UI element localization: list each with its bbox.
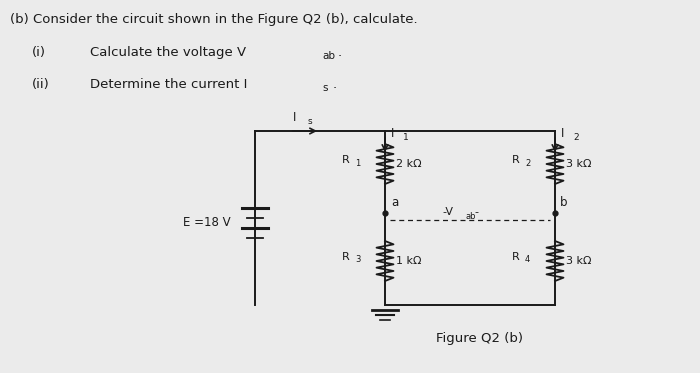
Text: 3 kΩ: 3 kΩ bbox=[566, 256, 592, 266]
Text: 1: 1 bbox=[355, 159, 360, 167]
Text: I: I bbox=[293, 111, 296, 124]
Text: s: s bbox=[322, 83, 328, 93]
Text: s: s bbox=[308, 117, 313, 126]
Text: .: . bbox=[333, 78, 337, 91]
Text: R: R bbox=[342, 252, 350, 262]
Text: Determine the current I: Determine the current I bbox=[90, 78, 247, 91]
Text: Figure Q2 (b): Figure Q2 (b) bbox=[437, 332, 524, 345]
Text: 3 kΩ: 3 kΩ bbox=[566, 159, 592, 169]
Text: E =18 V: E =18 V bbox=[183, 216, 230, 229]
Text: a: a bbox=[391, 196, 398, 209]
Text: R: R bbox=[342, 155, 350, 165]
Text: 2: 2 bbox=[525, 159, 531, 167]
Text: (ii): (ii) bbox=[32, 78, 50, 91]
Text: -: - bbox=[474, 207, 478, 217]
Text: .: . bbox=[338, 46, 342, 59]
Text: I: I bbox=[391, 127, 394, 140]
Text: 4: 4 bbox=[525, 256, 531, 264]
Text: Calculate the voltage V: Calculate the voltage V bbox=[90, 46, 246, 59]
Text: (i): (i) bbox=[32, 46, 46, 59]
Text: b: b bbox=[560, 196, 568, 209]
Text: 2: 2 bbox=[573, 133, 579, 142]
Text: (b) Consider the circuit shown in the Figure Q2 (b), calculate.: (b) Consider the circuit shown in the Fi… bbox=[10, 13, 418, 26]
Text: 3: 3 bbox=[355, 256, 360, 264]
Text: ab: ab bbox=[465, 212, 475, 221]
Text: ab: ab bbox=[322, 51, 335, 61]
Text: -V: -V bbox=[442, 207, 453, 217]
Text: R: R bbox=[512, 155, 519, 165]
Text: 2 kΩ: 2 kΩ bbox=[396, 159, 421, 169]
Text: 1: 1 bbox=[403, 133, 409, 142]
Text: 1 kΩ: 1 kΩ bbox=[396, 256, 421, 266]
Text: I: I bbox=[561, 127, 564, 140]
Text: R: R bbox=[512, 252, 519, 262]
